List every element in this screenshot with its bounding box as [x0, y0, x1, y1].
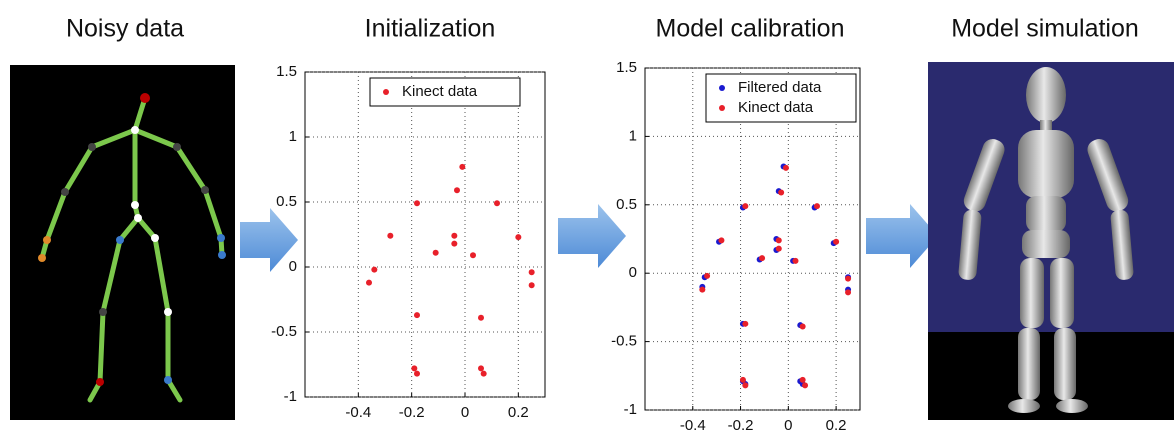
legend-label: Kinect data [402, 83, 478, 100]
legend-marker [719, 85, 725, 91]
arrow [558, 204, 626, 268]
point [480, 370, 487, 377]
plot-area [304, 71, 546, 398]
point [759, 255, 766, 262]
point [494, 200, 500, 207]
x-tick-label: -0.4 [680, 417, 706, 432]
point [528, 269, 535, 276]
point [799, 376, 806, 383]
legend-marker [719, 105, 725, 111]
point [478, 365, 484, 372]
point [775, 245, 782, 252]
point [742, 203, 749, 210]
point [414, 312, 420, 319]
point [470, 252, 476, 259]
point [792, 257, 799, 264]
legend-label: Kinect data [738, 99, 814, 116]
y-tick-label: 0 [629, 264, 637, 281]
point [739, 376, 746, 383]
skeleton-image [10, 65, 235, 420]
y-tick-label: 1 [629, 127, 637, 144]
point [775, 237, 782, 244]
point [478, 314, 484, 321]
panel-title: Model simulation [951, 15, 1139, 43]
point [742, 320, 749, 327]
arrow [240, 208, 298, 272]
legend-box [705, 73, 857, 123]
point [414, 370, 420, 377]
legend-label: Filtered data [738, 79, 822, 96]
y-tick-label: 1.5 [276, 63, 297, 80]
point [414, 200, 420, 207]
chart-title: Initialization [365, 15, 496, 43]
point [782, 164, 789, 171]
y-tick-label: -0.5 [611, 333, 637, 350]
mannequin-image [928, 62, 1174, 420]
legend-box [369, 77, 521, 107]
y-tick-label: -1 [624, 401, 637, 418]
point [833, 238, 840, 245]
point [778, 189, 785, 196]
point [432, 249, 439, 256]
x-tick-label: 0 [461, 404, 469, 421]
point [515, 234, 522, 241]
point [454, 187, 460, 194]
point [704, 272, 711, 279]
point [742, 382, 749, 389]
arrow [866, 204, 938, 268]
point [845, 275, 852, 282]
point [411, 365, 418, 372]
point [451, 240, 458, 247]
legend-marker [383, 89, 389, 95]
x-tick-label: 0 [784, 417, 792, 432]
point [451, 232, 458, 239]
y-tick-label: 1 [289, 128, 297, 145]
point [802, 382, 809, 389]
point [371, 266, 378, 273]
panel-title: Noisy data [66, 15, 184, 43]
point [845, 289, 852, 296]
y-tick-label: 0 [289, 258, 297, 275]
point [387, 232, 394, 239]
x-tick-label: -0.2 [728, 417, 754, 432]
scatter-chart: Initialization -1 -0.5 0 0.5 1 1.5 -0.4 -0.2 0 0.2… [271, 15, 546, 421]
scatter-chart: Model calibration -1 -0.5 0 0.5 1 1.5 -0.4 -0.2 0… [611, 15, 861, 432]
point [699, 286, 706, 293]
y-tick-label: -1 [284, 388, 297, 405]
point [799, 323, 806, 330]
y-tick-label: 0.5 [276, 193, 297, 210]
x-tick-label: 0.2 [508, 404, 529, 421]
point [366, 279, 372, 286]
chart-title: Model calibration [656, 15, 845, 43]
plot-area [644, 67, 861, 411]
point [528, 282, 535, 289]
x-tick-label: -0.4 [345, 404, 371, 421]
x-tick-label: 0.2 [826, 417, 847, 432]
y-tick-label: -0.5 [271, 323, 297, 340]
y-tick-label: 0.5 [616, 196, 637, 213]
x-tick-label: -0.2 [399, 404, 425, 421]
point [718, 237, 725, 244]
point [459, 163, 466, 170]
y-tick-label: 1.5 [616, 59, 637, 76]
point [814, 203, 820, 210]
